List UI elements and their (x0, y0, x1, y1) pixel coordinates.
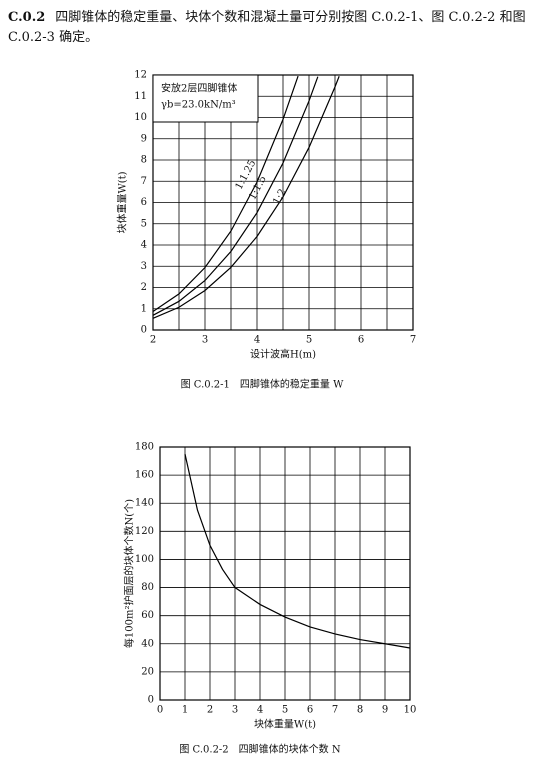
y-tick-label: 0 (148, 695, 154, 706)
y-tick-label: 7 (141, 176, 147, 187)
y-tick-label: 2 (141, 282, 147, 293)
x-tick-label: 9 (382, 705, 388, 716)
x-tick-label: 3 (202, 335, 208, 346)
y-tick-label: 10 (134, 112, 147, 123)
y-tick-label: 20 (141, 666, 154, 677)
x-tick-label: 10 (404, 705, 417, 716)
plot-frame (159, 446, 411, 701)
y-tick-label: 3 (141, 261, 147, 272)
y-tick-label: 11 (134, 91, 147, 102)
x-axis-label: 设计波高H(m) (250, 348, 316, 361)
section-text: 四脚锥体的稳定重量、块体个数和混凝土量可分别按图 C.0.2-1、图 C.0.2… (8, 10, 526, 45)
annotation-box (152, 74, 259, 123)
x-tick-label: 2 (150, 335, 156, 346)
x-tick-label: 2 (207, 705, 213, 716)
annotation: γb=23.0kN/m³ (161, 100, 236, 111)
y-axis-label: 块体重量W(t) (116, 171, 129, 233)
curve (152, 76, 319, 316)
y-tick-label: 180 (135, 442, 154, 453)
caption: 图 C.0.2-1 四脚锥体的稳定重量 W (181, 378, 344, 391)
caption: 图 C.0.2-2 四脚锥体的块体个数 N (179, 743, 340, 756)
y-tick-label: 140 (135, 498, 154, 509)
x-tick-label: 4 (257, 705, 263, 716)
y-tick-label: 8 (141, 155, 147, 166)
x-tick-label: 3 (232, 705, 238, 716)
y-tick-label: 9 (141, 133, 147, 144)
y-tick-label: 6 (141, 197, 147, 208)
section-number: C.0.2 (8, 10, 46, 25)
x-tick-label: 6 (307, 705, 313, 716)
x-tick-label: 6 (358, 335, 364, 346)
x-axis-label: 块体重量W(t) (254, 718, 316, 731)
y-tick-label: 100 (135, 554, 154, 565)
x-tick-label: 7 (332, 705, 338, 716)
y-tick-label: 60 (141, 610, 154, 621)
section: C.0.2 四脚锥体的稳定重量、块体个数和混凝土量可分别按图 C.0.2-1、图 … (8, 8, 528, 48)
y-tick-label: 0 (141, 325, 147, 336)
y-tick-label: 80 (141, 582, 154, 593)
x-tick-label: 5 (282, 705, 288, 716)
x-tick-label: 0 (157, 705, 163, 716)
curve (184, 453, 411, 649)
y-tick-label: 1 (141, 303, 147, 314)
x-tick-label: 4 (254, 335, 260, 346)
y-tick-label: 4 (141, 240, 147, 251)
x-tick-label: 8 (357, 705, 363, 716)
y-tick-label: 160 (135, 470, 154, 481)
y-tick-label: 40 (141, 638, 154, 649)
y-tick-label: 120 (135, 526, 154, 537)
y-tick-label: 12 (134, 70, 147, 81)
curve (152, 76, 340, 319)
curve (152, 75, 299, 313)
plot-frame (152, 74, 414, 331)
x-tick-label: 1 (182, 705, 188, 716)
x-tick-label: 5 (306, 335, 312, 346)
annotation: 安放2层四脚锥体 (161, 82, 237, 95)
x-tick-label: 7 (410, 335, 416, 346)
y-tick-label: 5 (141, 218, 147, 229)
y-axis-label: 每100m²护面层的块体个数N(个) (123, 499, 136, 648)
